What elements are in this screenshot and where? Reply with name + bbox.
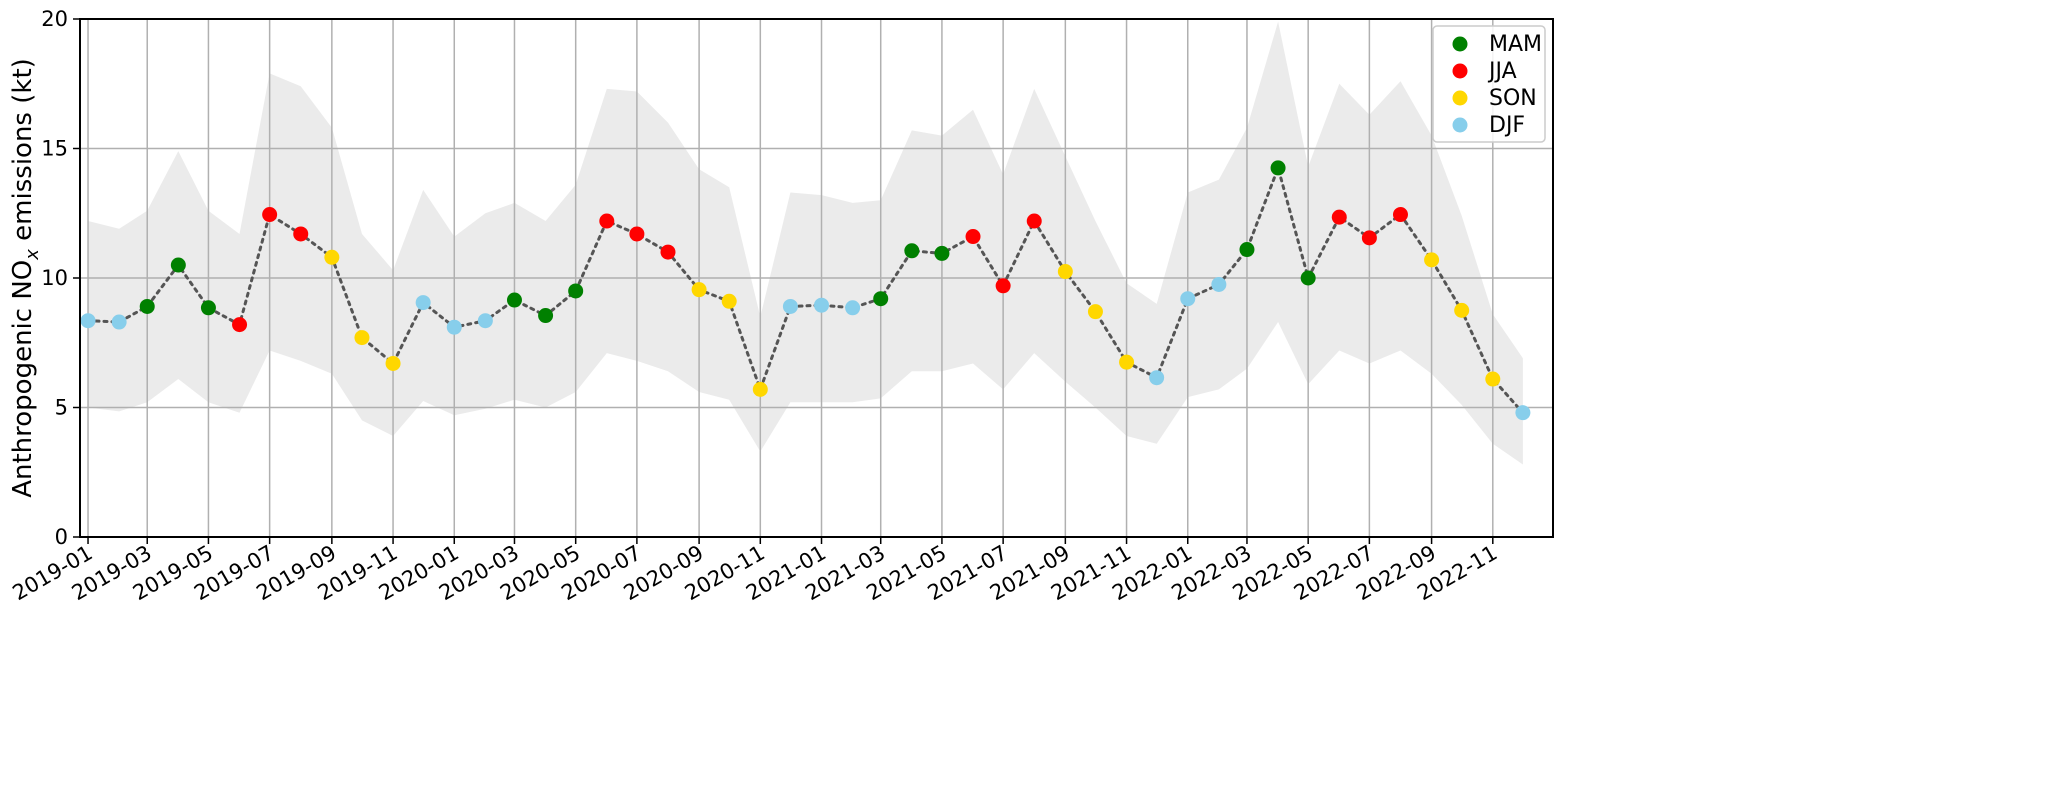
data-point-mam [1300, 270, 1316, 286]
data-point-jja [629, 226, 645, 242]
data-point-son [721, 293, 737, 309]
data-point-jja [965, 229, 981, 245]
data-point-son [1485, 371, 1501, 387]
legend-marker [1452, 36, 1468, 52]
data-point-mam [904, 243, 920, 259]
data-point-djf [415, 295, 431, 311]
legend-marker [1452, 90, 1468, 106]
data-point-jja [1361, 230, 1377, 246]
legend-label: JJA [1487, 59, 1517, 84]
uncertainty-band [88, 21, 1523, 465]
y-tick-label: 15 [41, 137, 68, 161]
data-point-djf [845, 300, 861, 316]
legend-marker [1452, 117, 1468, 133]
data-point-djf [814, 297, 830, 313]
data-point-mam [200, 300, 216, 316]
data-point-jja [1026, 213, 1042, 229]
y-tick-label: 0 [55, 525, 68, 549]
data-point-son [385, 355, 401, 371]
data-point-djf [477, 313, 493, 329]
data-point-jja [293, 226, 309, 242]
data-point-djf [446, 319, 462, 335]
y-tick-label: 5 [55, 396, 68, 420]
data-point-mam [568, 283, 584, 299]
data-point-mam [538, 308, 554, 324]
legend-label: MAM [1489, 32, 1542, 57]
data-point-djf [1180, 291, 1196, 307]
data-point-jja [1392, 207, 1408, 223]
data-point-djf [1149, 370, 1165, 386]
data-point-mam [506, 292, 522, 308]
legend-label: DJF [1489, 113, 1525, 138]
data-point-son [1087, 304, 1103, 320]
legend-box [1432, 25, 1546, 143]
data-point-jja [599, 213, 615, 229]
data-point-mam [170, 257, 186, 273]
data-point-son [1454, 302, 1470, 318]
data-point-son [1119, 354, 1135, 370]
data-point-mam [1239, 242, 1255, 258]
uncertainty-band-area [88, 21, 1523, 465]
y-tick-label: 20 [41, 7, 68, 31]
data-point-djf [80, 313, 96, 329]
legend-label: SON [1489, 86, 1537, 111]
data-point-son [324, 249, 340, 265]
data-point-jja [660, 244, 676, 260]
legend-marker [1452, 63, 1468, 79]
data-point-son [691, 282, 707, 298]
y-axis-title: Anthropogenic NOx emissions (kt) [8, 58, 43, 498]
grid [80, 18, 1553, 538]
y-axis-title-subscript: x [22, 249, 43, 261]
data-point-son [354, 330, 370, 346]
y-tick-label: 10 [41, 266, 68, 290]
data-point-son [1424, 252, 1440, 268]
data-point-djf [1211, 276, 1227, 292]
data-point-mam [934, 245, 950, 261]
data-point-mam [1270, 160, 1286, 176]
data-point-djf [1515, 405, 1531, 421]
data-point-djf [111, 314, 127, 330]
data-point-son [752, 381, 768, 397]
data-point-djf [782, 298, 798, 314]
data-point-mam [139, 298, 155, 314]
data-point-son [1057, 264, 1073, 280]
data-point-jja [232, 317, 248, 333]
y-axis-title-main: Anthropogenic NO [8, 260, 38, 498]
data-points [80, 160, 1531, 421]
data-point-jja [1331, 209, 1347, 225]
data-point-jja [995, 278, 1011, 294]
data-point-jja [262, 207, 278, 223]
data-point-mam [873, 291, 889, 307]
y-axis-title-rest: emissions (kt) [8, 58, 38, 249]
